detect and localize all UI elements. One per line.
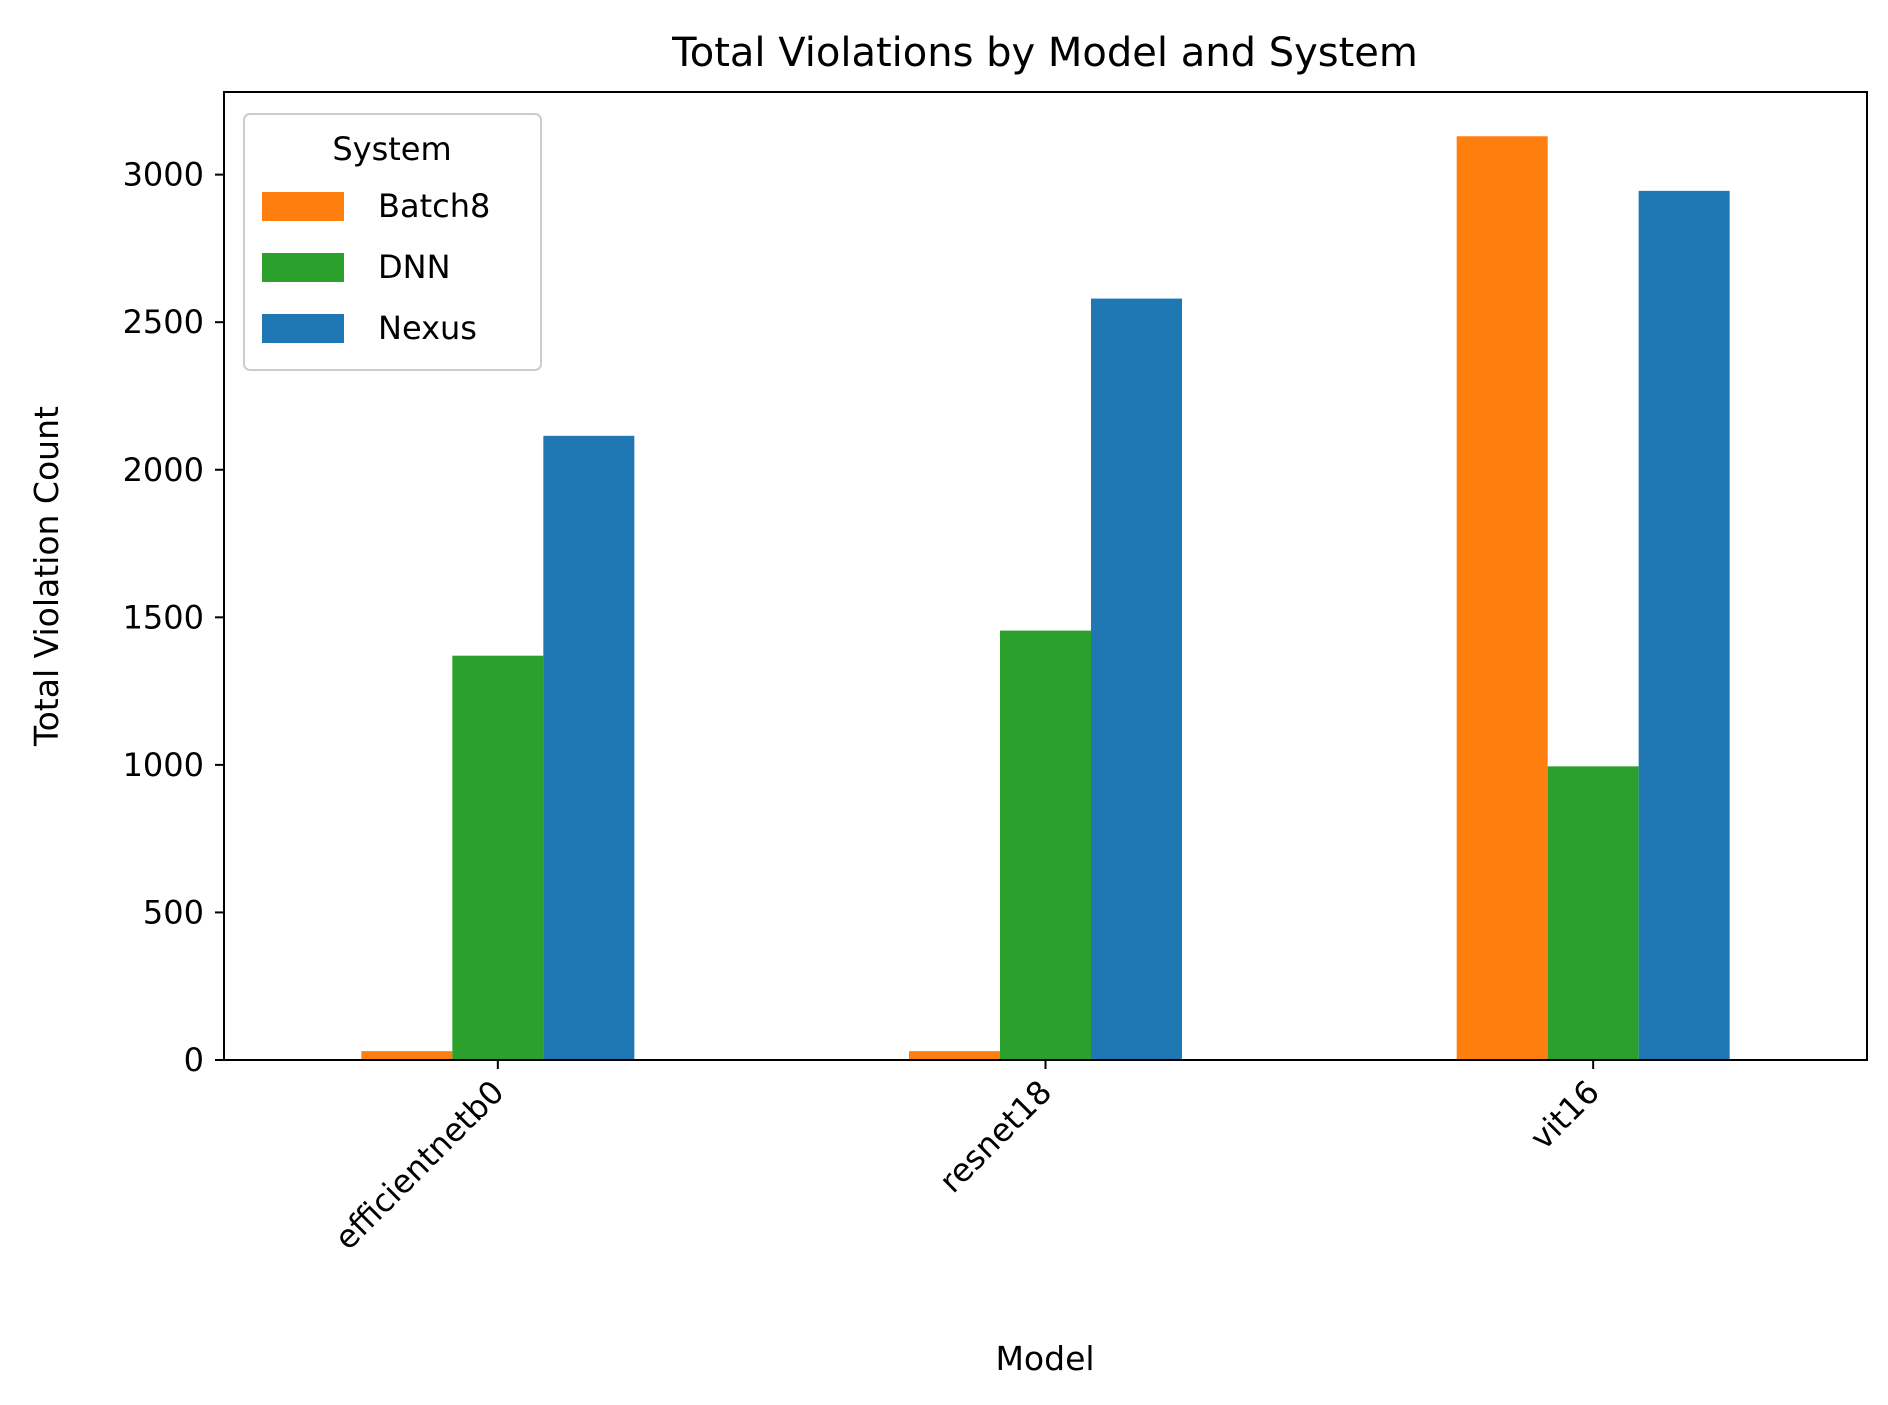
bar-dnn-resnet18 bbox=[1000, 630, 1091, 1060]
legend-swatch-nexus bbox=[262, 314, 344, 343]
bar-nexus-vit16 bbox=[1638, 190, 1730, 1061]
bar-nexus-resnet18 bbox=[1091, 298, 1182, 1061]
y-tick-label: 3000 bbox=[123, 156, 204, 194]
bar-nexus-efficientnetb0 bbox=[543, 435, 635, 1060]
y-tick-label: 1500 bbox=[123, 598, 204, 636]
chart-title: Total Violations by Model and System bbox=[671, 30, 1418, 76]
y-tick-label: 1000 bbox=[123, 746, 204, 784]
bar-batch8-efficientnetb0 bbox=[361, 1051, 453, 1060]
legend-items: Batch8 DNN Nexus bbox=[262, 187, 490, 347]
bar-dnn-efficientnetb0 bbox=[452, 655, 544, 1060]
legend: System Batch8 DNN Nexus bbox=[243, 113, 542, 371]
y-tick-label: 2500 bbox=[123, 303, 204, 341]
bar-batch8-resnet18 bbox=[909, 1051, 1000, 1060]
plot-frame bbox=[223, 91, 1868, 1061]
bars-group bbox=[361, 136, 1730, 1061]
legend-swatch-dnn bbox=[262, 253, 344, 282]
y-axis: 0 500 1000 1500 2000 2500 3000 bbox=[123, 156, 224, 1079]
bar-dnn-vit16 bbox=[1547, 766, 1639, 1060]
bar-batch8-vit16 bbox=[1456, 136, 1548, 1060]
y-axis-label: Total Violation Count bbox=[27, 406, 66, 747]
legend-label-batch8: Batch8 bbox=[378, 187, 490, 225]
legend-box bbox=[243, 113, 542, 371]
legend-label-nexus: Nexus bbox=[378, 309, 477, 347]
legend-swatch-batch8 bbox=[262, 192, 344, 221]
y-tick-label: 2000 bbox=[123, 451, 204, 489]
x-axis-label: Model bbox=[995, 1339, 1094, 1378]
legend-label-dnn: DNN bbox=[378, 248, 451, 286]
y-tick-label: 0 bbox=[184, 1041, 204, 1079]
legend-title: System bbox=[332, 130, 451, 168]
y-tick-label: 500 bbox=[143, 893, 204, 931]
